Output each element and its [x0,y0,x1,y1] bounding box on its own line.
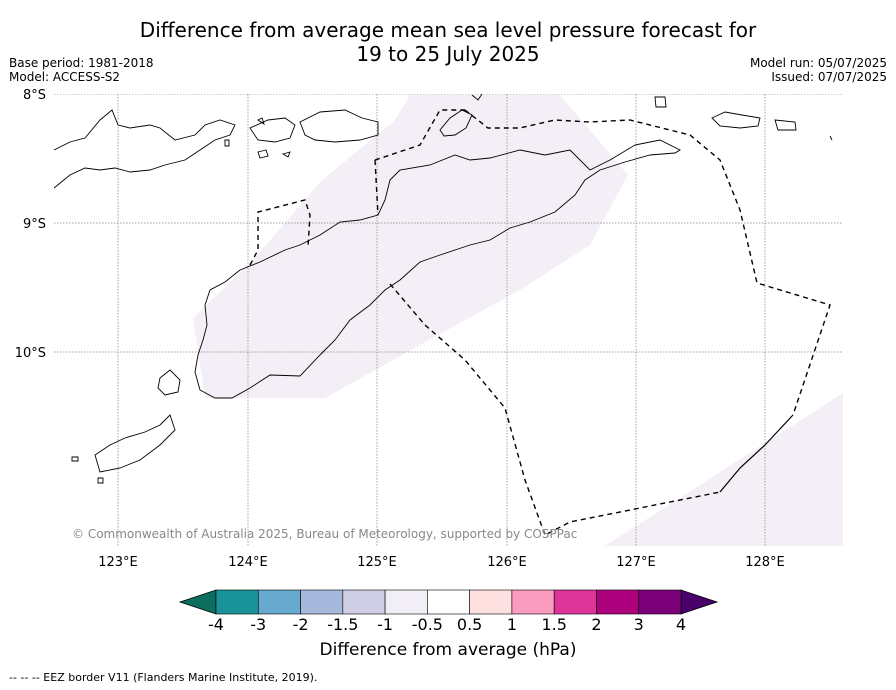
eez-border-north [464,109,831,416]
eez-border-southeast [719,414,794,493]
colorbar-segment [553,589,597,615]
colorbar-ticks: -4 -3 -2 -1.5 -1 -0.5 0.5 1 1.5 2 3 4 [208,615,686,634]
meta-right: Model run: 05/07/2025 Issued: 07/07/2025 [750,56,887,84]
wetar-coast [439,109,473,137]
title-line-2: 19 to 25 July 2025 [356,42,540,66]
colorbar-segment [596,589,640,615]
lon-label-124e: 124°E [228,555,268,570]
colorbar-segment [342,589,386,615]
anomaly-region-north [193,95,628,398]
colorbar-segment [469,589,513,615]
colorbar-segment [427,589,470,615]
colorbar-tick-label: 1 [507,615,517,634]
lon-label-126e: 126°E [487,555,527,570]
small-island-2 [224,139,230,147]
colorbar: -4 -3 -2 -1.5 -1 -0.5 0.5 1 1.5 2 3 4 [178,589,719,634]
gridlines [54,94,843,546]
copyright-notice: © Commonwealth of Australia 2025, Bureau… [72,527,577,541]
anomaly-region-southeast [605,393,843,546]
colorbar-tick-label: -3 [250,615,266,634]
colorbar-segments [215,589,682,615]
map-area [54,94,843,546]
solor-coast [249,117,296,143]
colorbar-extend-high [680,589,719,615]
eez-border-middle [374,109,465,161]
lon-label-128e: 128°E [745,555,785,570]
colorbar-tick-label: 1.5 [541,615,566,634]
timor-island-coast [194,139,681,399]
colorbar-segment [257,589,301,615]
east-island-3 [774,119,797,131]
colorbar-tick-label: -2 [293,615,309,634]
meta-left: Base period: 1981-2018 Model: ACCESS-S2 [9,56,154,84]
model-run: Model run: 05/07/2025 [749,56,887,70]
lon-label-127e: 127°E [616,555,656,570]
colorbar-label: Difference from average (hPa) [319,640,577,660]
eez-borders [249,109,831,536]
colorbar-segment [638,589,682,615]
colorbar-tick-label: -0.5 [412,615,443,634]
small-island-3 [257,149,269,159]
eez-border-oecusse [374,159,379,216]
small-island-5 [71,456,79,462]
colorbar-tick-label: -1.5 [327,615,358,634]
eez-border-south [389,283,721,536]
colorbar-tick-label: -1 [377,615,393,634]
lat-label-10s: 10°S [15,346,46,361]
east-island-4 [829,135,833,141]
colorbar-tick-label: 2 [591,615,601,634]
east-island-1 [654,96,667,108]
small-island-6 [97,477,104,484]
colorbar-segment [215,589,259,615]
model-name: Model: ACCESS-S2 [9,70,121,84]
colorbar-extend-low [178,589,217,615]
east-island-2 [711,111,761,129]
issued-date: Issued: 07/07/2025 [771,70,887,84]
colorbar-tick-label: -4 [208,615,224,634]
colorbar-tick-label: 3 [634,615,644,634]
coastlines [54,94,833,484]
eez-footnote: -- -- -- EEZ border V11 (Flanders Marine… [9,671,318,684]
atauro-coast [471,94,483,101]
title-line-1: Difference from average mean sea level p… [139,18,757,42]
rote-coast [157,369,181,396]
colorbar-segment [384,589,428,615]
colorbar-segment [511,589,555,615]
colorbar-segment [300,589,344,615]
lon-label-123e: 123°E [98,555,138,570]
chart-title: Difference from average mean sea level p… [0,18,896,66]
lon-label-125e: 125°E [357,555,397,570]
small-island-1 [281,151,291,158]
sawu-coast [94,414,176,473]
lat-label-9s: 9°S [23,217,46,232]
colorbar-tick-label: 4 [676,615,686,634]
colorbar-tick-label: 0.5 [457,615,482,634]
lat-label-8s: 8°S [23,88,46,103]
base-period: Base period: 1981-2018 [9,56,154,70]
alor-coast [299,109,379,143]
small-island-4 [257,117,265,126]
flores-coast [54,109,236,189]
